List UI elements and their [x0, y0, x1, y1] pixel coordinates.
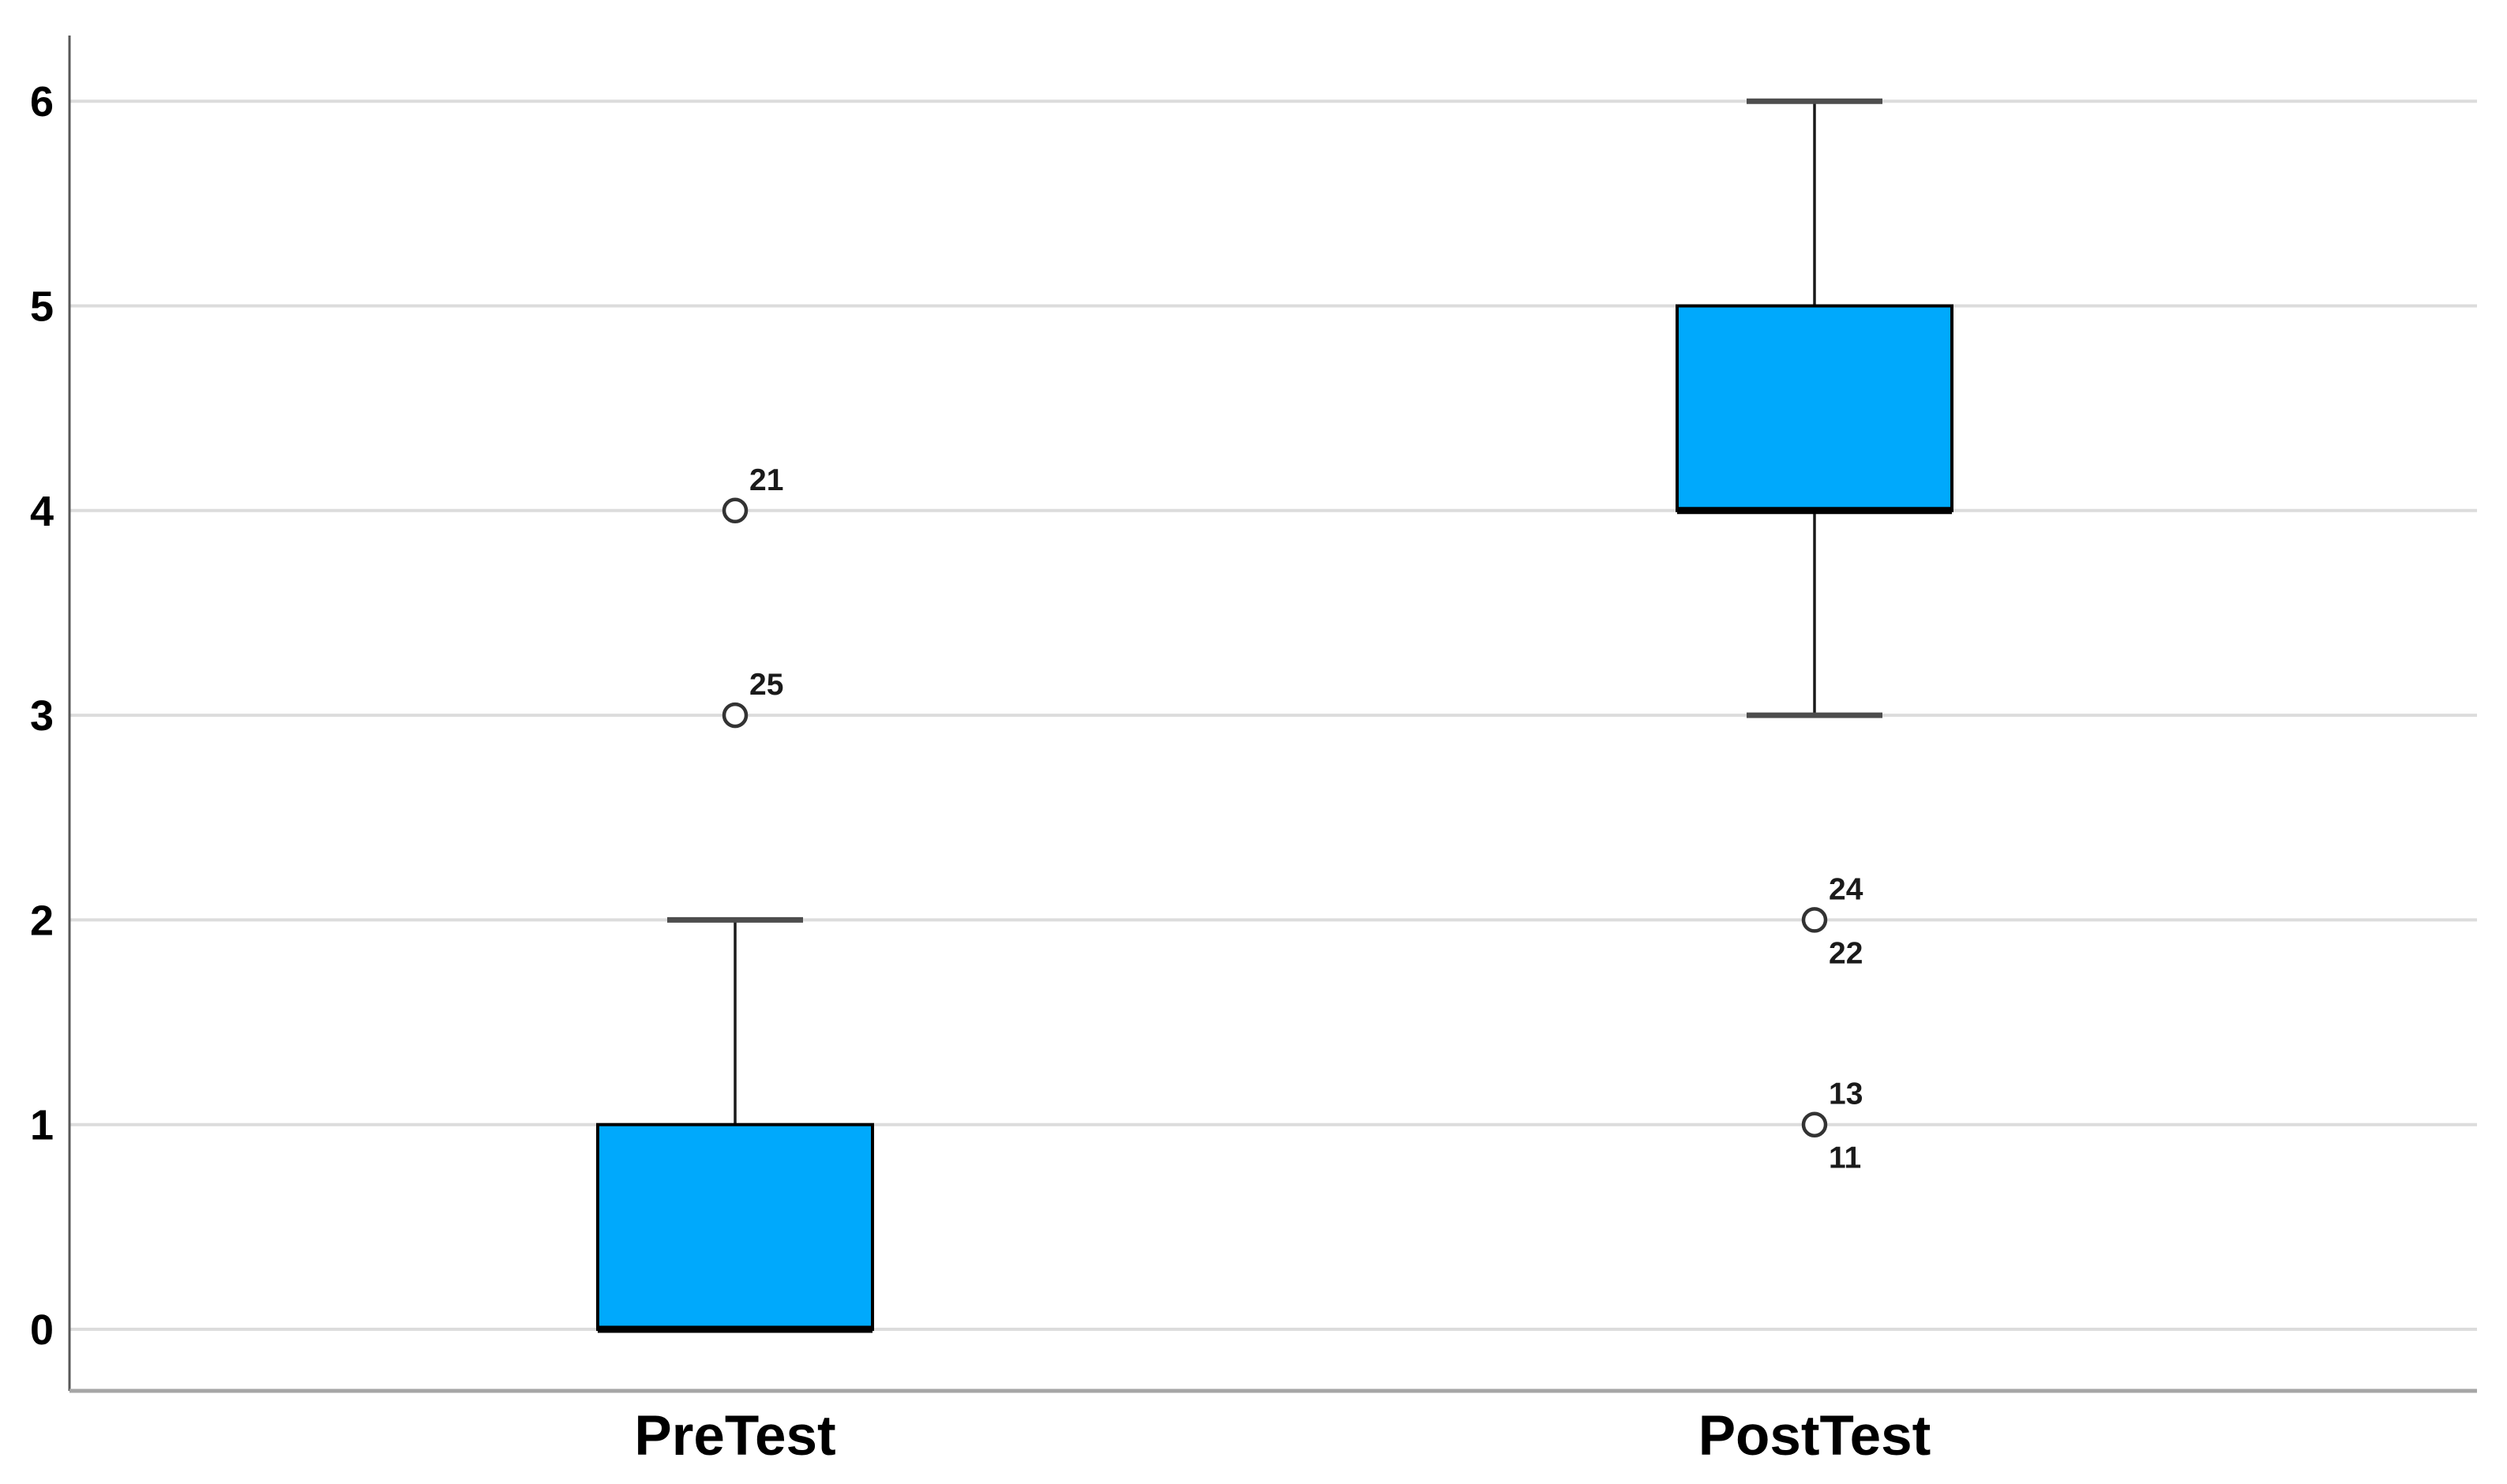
- y-tick-label-6: 6: [30, 78, 54, 126]
- outlier-point: [722, 702, 749, 729]
- y-tick-label-4: 4: [30, 488, 54, 535]
- y-tick-label-5: 5: [30, 283, 54, 331]
- outlier-case-label: 22: [1829, 936, 1863, 970]
- y-tick-label-1: 1: [30, 1102, 54, 1149]
- y-tick-label-3: 3: [30, 692, 54, 740]
- category-label-pretest: PreTest: [634, 1405, 835, 1467]
- outlier-case-label: 11: [1829, 1141, 1861, 1175]
- outlier-case-label: 25: [749, 668, 783, 702]
- y-tick-label-2: 2: [30, 897, 54, 944]
- outlier-case-label: 13: [1829, 1077, 1863, 1111]
- outlier-case-label: 21: [749, 463, 783, 497]
- y-tick-label-0: 0: [30, 1306, 54, 1354]
- outlier-point: [1801, 1111, 1828, 1137]
- outlier-point: [722, 497, 749, 524]
- iqr-box-posttest: [1676, 304, 1953, 512]
- category-label-posttest: PostTest: [1698, 1405, 1931, 1467]
- outlier-case-label: 24: [1829, 872, 1863, 906]
- iqr-box-pretest: [596, 1122, 874, 1331]
- outlier-point: [1801, 907, 1828, 933]
